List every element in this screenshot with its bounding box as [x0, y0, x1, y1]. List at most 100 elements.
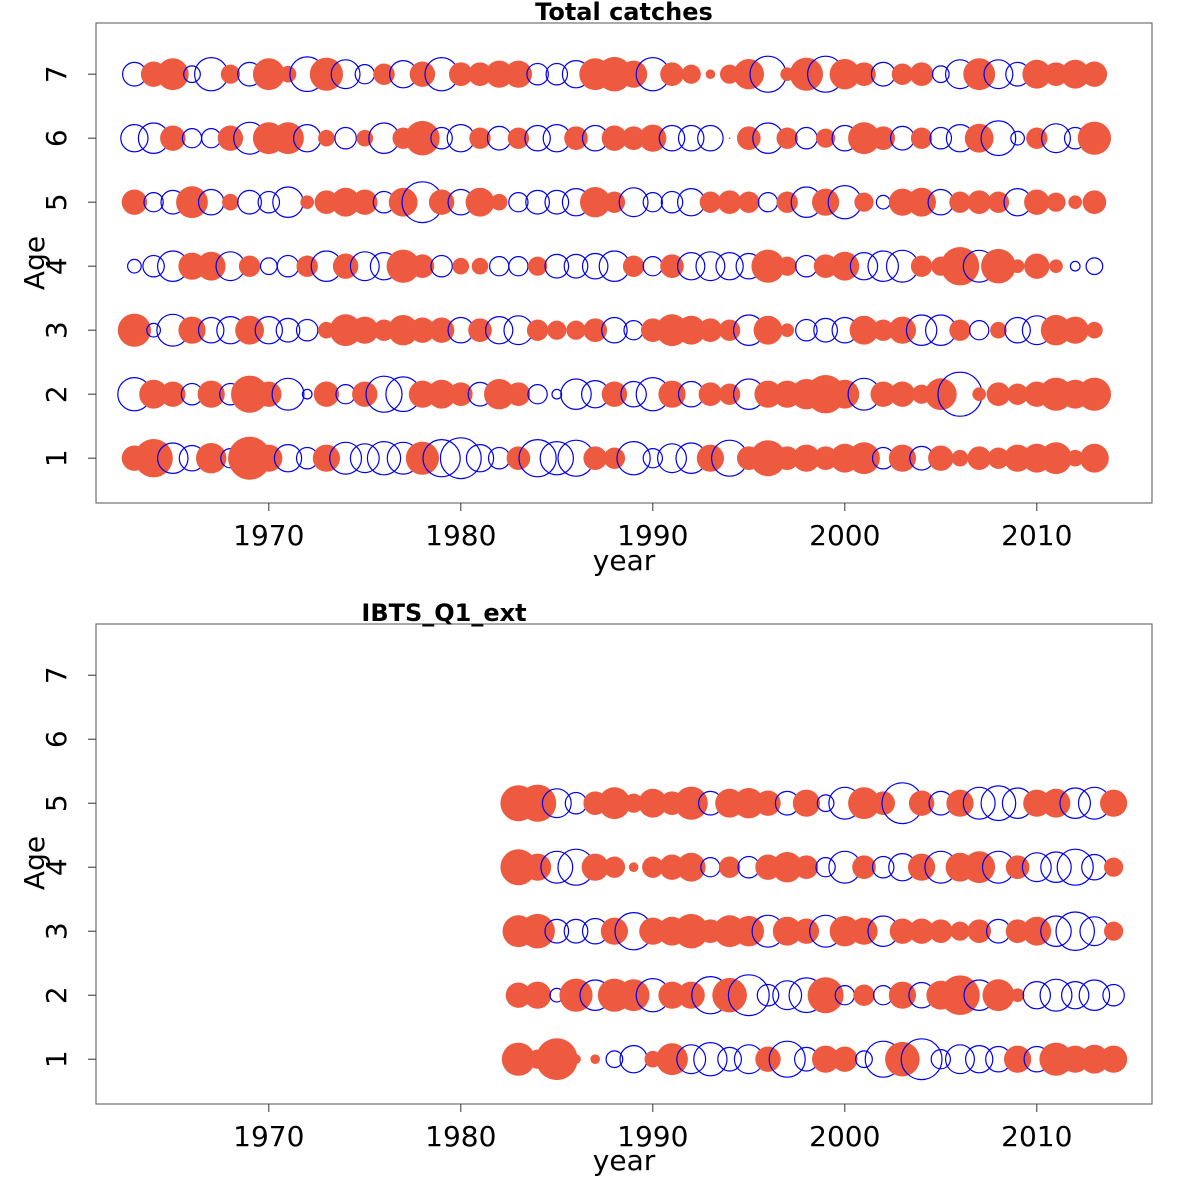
bubble-positive — [738, 191, 760, 213]
bubble-positive — [352, 189, 378, 215]
bubble-positive — [696, 444, 725, 472]
bubble-negative — [676, 1044, 707, 1075]
bubble-layer — [117, 55, 1111, 480]
bubble-negative — [365, 375, 403, 413]
bubble-positive — [698, 382, 723, 407]
bubble-negative — [1056, 848, 1094, 886]
bubble-negative — [430, 254, 453, 278]
bubble-negative — [815, 857, 836, 878]
bubble-positive — [674, 786, 708, 820]
bubble-positive — [1100, 1045, 1128, 1073]
bubble-positive — [217, 125, 244, 151]
y-tick-label: 2 — [40, 986, 73, 1004]
bubble-negative — [642, 191, 664, 213]
bubble-negative — [768, 1040, 806, 1078]
bubble-negative — [272, 186, 304, 218]
bubble-negative — [1060, 981, 1090, 1010]
bubble-positive — [468, 318, 492, 343]
bubble-negative — [540, 850, 574, 884]
bubble-positive — [160, 381, 186, 407]
bubble-positive — [660, 62, 684, 86]
bubble-positive — [178, 316, 206, 344]
y-tick-label: 4 — [40, 257, 73, 275]
bubble-positive — [581, 853, 609, 881]
bubble-positive — [469, 127, 491, 149]
bubble-positive — [830, 379, 860, 409]
bubble-positive — [601, 125, 628, 151]
bubble-positive — [676, 315, 706, 345]
bubble-positive — [296, 255, 318, 277]
bubble-positive — [794, 855, 819, 879]
bubble-positive — [352, 381, 378, 407]
bubble-positive — [313, 381, 340, 407]
bubble-negative — [1039, 978, 1073, 1012]
bubble-negative — [301, 388, 313, 400]
x-axis-label: year — [593, 1144, 656, 1177]
bubble-positive — [1066, 449, 1084, 467]
bubble-positive — [949, 191, 971, 213]
bubble-positive — [698, 318, 723, 343]
bubble-positive — [524, 981, 552, 1009]
bubble-negative — [772, 980, 803, 1011]
bubble-positive — [1077, 121, 1111, 155]
bubble-positive — [1022, 916, 1052, 946]
bubble-positive — [427, 379, 456, 409]
bubble-positive — [222, 193, 239, 211]
bubble-negative — [601, 316, 628, 344]
bubble-positive — [829, 916, 860, 947]
bubble-negative — [430, 126, 453, 150]
bubble-positive — [624, 793, 644, 813]
bubble-positive — [929, 919, 953, 943]
bubble-negative — [1069, 260, 1081, 272]
bubble-negative — [813, 317, 838, 343]
bubble-negative — [539, 441, 575, 476]
bubble-negative — [544, 253, 570, 279]
bubble-negative — [871, 855, 895, 879]
bubble-positive — [987, 191, 1010, 213]
bubble-negative — [560, 378, 592, 410]
bubble-negative — [980, 120, 1017, 157]
bubble-positive — [535, 1038, 578, 1081]
y-tick-label: 1 — [40, 1050, 73, 1068]
x-tick-label: 1980 — [425, 1120, 496, 1153]
bubble-positive — [405, 120, 440, 156]
bubble-positive — [907, 187, 936, 217]
bubble-negative — [544, 918, 570, 944]
bubble-positive — [504, 60, 532, 88]
bubble-positive — [449, 62, 473, 86]
bubble-positive — [910, 127, 933, 149]
bubble-positive — [1004, 1045, 1032, 1073]
bubble-positive — [580, 187, 611, 218]
bubble-negative — [849, 252, 879, 281]
bubble-negative — [1021, 852, 1052, 883]
bubble-positive — [888, 444, 917, 472]
bubble-positive — [409, 61, 436, 87]
bubble-positive — [924, 378, 957, 411]
bubble-positive — [590, 1054, 600, 1064]
bubble-negative — [795, 126, 818, 150]
bubble-positive — [314, 190, 339, 214]
bubble-positive — [950, 921, 970, 941]
bubble-negative — [330, 59, 361, 90]
bubble-negative — [273, 444, 303, 473]
bubble-positive — [1010, 988, 1025, 1002]
bubble-negative — [757, 191, 779, 213]
bubble-negative — [485, 316, 514, 345]
bubble-positive — [871, 126, 895, 150]
bubble-positive — [1086, 321, 1103, 339]
bubble-negative — [563, 918, 589, 944]
bubble-positive — [373, 63, 395, 85]
bubble-positive — [705, 69, 716, 79]
bubble-positive — [351, 316, 379, 344]
x-tick-label: 1970 — [233, 1120, 304, 1153]
bubble-negative — [275, 317, 301, 343]
bubble-negative — [1004, 316, 1031, 344]
bubble-positive — [755, 790, 781, 816]
bubble-positive — [598, 787, 631, 820]
bubble-positive — [622, 255, 645, 277]
y-tick-label: 3 — [40, 321, 73, 339]
bubble-positive — [564, 126, 588, 150]
bubble-positive — [1024, 189, 1050, 215]
bubble-positive — [117, 313, 151, 347]
bubble-negative — [620, 380, 647, 408]
